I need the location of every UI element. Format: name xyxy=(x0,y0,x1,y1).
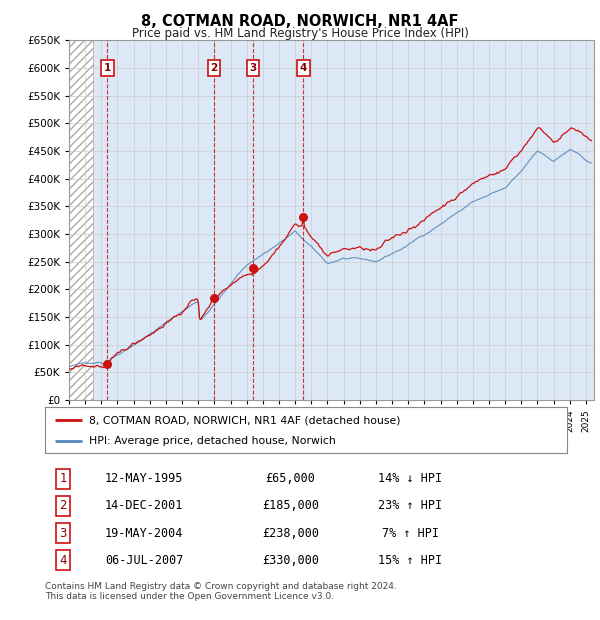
Text: 7% ↑ HPI: 7% ↑ HPI xyxy=(382,526,439,539)
Text: £65,000: £65,000 xyxy=(265,472,315,485)
Text: 15% ↑ HPI: 15% ↑ HPI xyxy=(379,554,442,567)
Text: 1: 1 xyxy=(59,472,67,485)
Text: Contains HM Land Registry data © Crown copyright and database right 2024.
This d: Contains HM Land Registry data © Crown c… xyxy=(45,582,397,601)
Text: 2: 2 xyxy=(59,500,67,513)
Text: 23% ↑ HPI: 23% ↑ HPI xyxy=(379,500,442,513)
Text: 2: 2 xyxy=(210,63,217,73)
Text: 3: 3 xyxy=(59,526,67,539)
Text: 14-DEC-2001: 14-DEC-2001 xyxy=(105,500,184,513)
Text: 4: 4 xyxy=(300,63,307,73)
Bar xyxy=(69,40,93,400)
Text: 06-JUL-2007: 06-JUL-2007 xyxy=(105,554,184,567)
Text: £185,000: £185,000 xyxy=(262,500,319,513)
Text: £330,000: £330,000 xyxy=(262,554,319,567)
Text: 8, COTMAN ROAD, NORWICH, NR1 4AF (detached house): 8, COTMAN ROAD, NORWICH, NR1 4AF (detach… xyxy=(89,415,401,425)
Text: 12-MAY-1995: 12-MAY-1995 xyxy=(105,472,184,485)
Text: £238,000: £238,000 xyxy=(262,526,319,539)
Text: 8, COTMAN ROAD, NORWICH, NR1 4AF: 8, COTMAN ROAD, NORWICH, NR1 4AF xyxy=(141,14,459,29)
Text: 19-MAY-2004: 19-MAY-2004 xyxy=(105,526,184,539)
Text: 14% ↓ HPI: 14% ↓ HPI xyxy=(379,472,442,485)
Text: 1: 1 xyxy=(104,63,111,73)
Text: HPI: Average price, detached house, Norwich: HPI: Average price, detached house, Norw… xyxy=(89,436,336,446)
Text: 3: 3 xyxy=(249,63,256,73)
Text: Price paid vs. HM Land Registry's House Price Index (HPI): Price paid vs. HM Land Registry's House … xyxy=(131,27,469,40)
Text: 4: 4 xyxy=(59,554,67,567)
